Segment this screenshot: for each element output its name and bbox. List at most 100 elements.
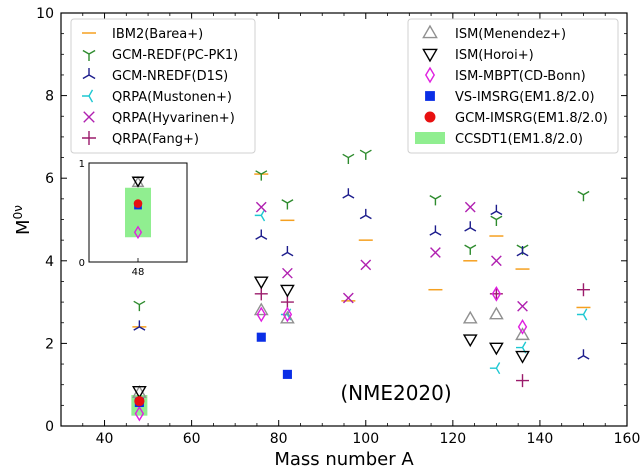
point-gcm-redf-pc-pk1: [255, 170, 268, 181]
point-ism-mbpt-cd-bonn: [491, 285, 502, 302]
x-tick-label-140: 140: [527, 431, 554, 447]
legend-label-qrpa-hyvarinen: QRPA(Hyvarinen+): [112, 111, 235, 126]
y-axis-title-main: M: [13, 219, 34, 235]
legend-label-gcm-imsrg-em1-8-2-0: GCM-IMSRG(EM1.8/2.0): [455, 111, 608, 126]
legend-label-qrpa-mustonen: QRPA(Mustonen+): [112, 90, 232, 105]
inset-y-tick-label-0: 0: [79, 258, 85, 269]
legend-symbol-ism-mbpt-cd-bonn: [424, 66, 436, 84]
point-ism-menendez: [488, 306, 504, 320]
x-tick-label-60: 60: [183, 431, 201, 447]
legend-symbol-vs-imsrg-em1-8-2-0: [425, 91, 435, 101]
legend-symbol-ism-menendez: [422, 24, 438, 39]
point-ism-mbpt-cd-bonn: [134, 405, 145, 422]
point-gcm-nredf-d1s: [429, 225, 442, 236]
y-axis-title-superscript: 0ν: [11, 205, 25, 220]
point-ism-horoi: [488, 342, 504, 356]
point-ism-menendez: [462, 310, 478, 324]
point-gcm-nredf-d1s: [133, 320, 146, 331]
point-qrpa-fang: [254, 287, 268, 301]
point-qrpa-fang: [280, 295, 294, 309]
point-gcm-redf-pc-pk1: [490, 215, 503, 226]
point-gcm-nredf-d1s: [577, 349, 590, 360]
point-gcm-nredf-d1s: [359, 208, 372, 220]
point-ism-menendez: [280, 310, 295, 324]
inset-y-tick-label-1: 1: [79, 159, 85, 170]
x-tick-label-120: 120: [439, 431, 466, 447]
point-ism-menendez: [515, 327, 530, 341]
x-tick-label-40: 40: [96, 431, 114, 447]
y-tick-label-4: 4: [45, 254, 54, 270]
point-qrpa-hyvarinen: [464, 201, 476, 213]
x-tick-label-80: 80: [270, 431, 288, 447]
point-ism-mbpt-cd-bonn: [517, 319, 528, 335]
point-qrpa-fang: [516, 374, 530, 388]
inset-x-tick-label: 48: [132, 267, 145, 278]
legend-label-ism-mbpt-cd-bonn: ISM-MBPT(CD-Bonn): [455, 69, 586, 84]
y-tick-label-8: 8: [45, 89, 54, 105]
legend-label-ism-horoi: ISM(Horoi+): [455, 48, 534, 63]
legend-left-box: [70, 18, 256, 154]
point-gcm-redf-pc-pk1: [342, 153, 355, 165]
point-gcm-nredf-d1s: [464, 221, 477, 232]
x-axis-title: Mass number A: [274, 449, 414, 470]
point-gcm-redf-pc-pk1: [133, 300, 146, 312]
legend-symbol-gcm-imsrg-em1-8-2-0: [424, 111, 436, 123]
y-tick-label-0: 0: [45, 419, 54, 435]
legend-label-qrpa-fang: QRPA(Fang+): [112, 132, 199, 147]
point-qrpa-hyvarinen: [282, 267, 293, 279]
legend-left: IBM2(Barea+) GCM-REDF(PC-PK1) GCM-NREDF(D1…: [70, 18, 256, 154]
point-vs-imsrg-em1-8-2-0: [282, 369, 292, 379]
inset-point-gcm-imsrg-em1-8-2-0: [133, 199, 143, 208]
inset-plot: 0 1 48: [79, 159, 188, 278]
point-ism-horoi: [253, 276, 269, 290]
legend-label-gcm-nredf-d1s: GCM-NREDF(D1S): [112, 69, 228, 84]
y-tick-label-6: 6: [45, 171, 54, 187]
point-qrpa-hyvarinen: [342, 292, 354, 304]
point-gcm-redf-pc-pk1: [429, 194, 442, 206]
legend-symbol-ism-horoi: [422, 48, 438, 63]
inset-point-ism-horoi: [131, 176, 145, 188]
point-ism-mbpt-cd-bonn: [256, 306, 266, 323]
y-axis-title: M0ν: [11, 205, 34, 235]
point-gcm-nredf-d1s: [490, 204, 503, 216]
point-qrpa-hyvarinen: [430, 247, 441, 258]
legend-label-ibm2-barea: IBM2(Barea+): [112, 27, 203, 42]
y-tick-label-10: 10: [36, 6, 54, 22]
point-qrpa-hyvarinen: [255, 201, 267, 213]
point-ism-horoi: [131, 385, 147, 399]
x-tick-label-100: 100: [352, 431, 379, 447]
point-gcm-nredf-d1s: [342, 188, 355, 199]
point-ism-horoi: [515, 350, 530, 364]
legend-label-gcm-redf-pc-pk1: GCM-REDF(PC-PK1): [112, 48, 238, 63]
point-gcm-nredf-d1s: [255, 229, 268, 240]
legend-symbol-qrpa-hyvarinen: [83, 111, 95, 123]
point-ism-horoi: [462, 334, 478, 348]
point-gcm-redf-pc-pk1: [577, 190, 590, 202]
point-qrpa-mustonen: [489, 362, 501, 375]
point-vs-imsrg-em1-8-2-0: [256, 332, 266, 342]
point-gcm-imsrg-em1-8-2-0: [134, 396, 145, 407]
point-qrpa-hyvarinen: [360, 259, 372, 271]
legend-symbol-ccsdt1-em1-8-2-0: [415, 132, 445, 144]
point-gcm-redf-pc-pk1: [464, 244, 477, 255]
point-ism-menendez: [253, 302, 269, 316]
point-ism-mbpt-cd-bonn: [282, 306, 293, 323]
inset-point-band: [125, 187, 151, 238]
plot-marks: [131, 149, 591, 422]
legend-symbol-qrpa-fang: [82, 131, 96, 145]
y-tick-label-2: 2: [45, 336, 54, 352]
point-qrpa-hyvarinen: [491, 255, 502, 267]
legend-right: ISM(Menendez+) ISM(Horoi+) ISM-MBPT(CD-Bon…: [407, 18, 619, 154]
legend-symbol-gcm-nredf-d1s: [82, 68, 96, 80]
point-gcm-nredf-d1s: [516, 246, 529, 257]
chart-annotation: (NME2020): [340, 381, 451, 405]
point-gcm-redf-pc-pk1: [281, 199, 294, 210]
legend-label-ism-menendez: ISM(Menendez+): [455, 27, 566, 42]
legend-label-ccsdt1-em1-8-2-0: CCSDT1(EM1.8/2.0): [455, 132, 583, 147]
point-qrpa-mustonen: [576, 308, 588, 321]
legend-right-box: [407, 18, 619, 154]
point-gcm-nredf-d1s: [281, 246, 294, 257]
legend-symbol-gcm-redf-pc-pk1: [82, 49, 96, 61]
